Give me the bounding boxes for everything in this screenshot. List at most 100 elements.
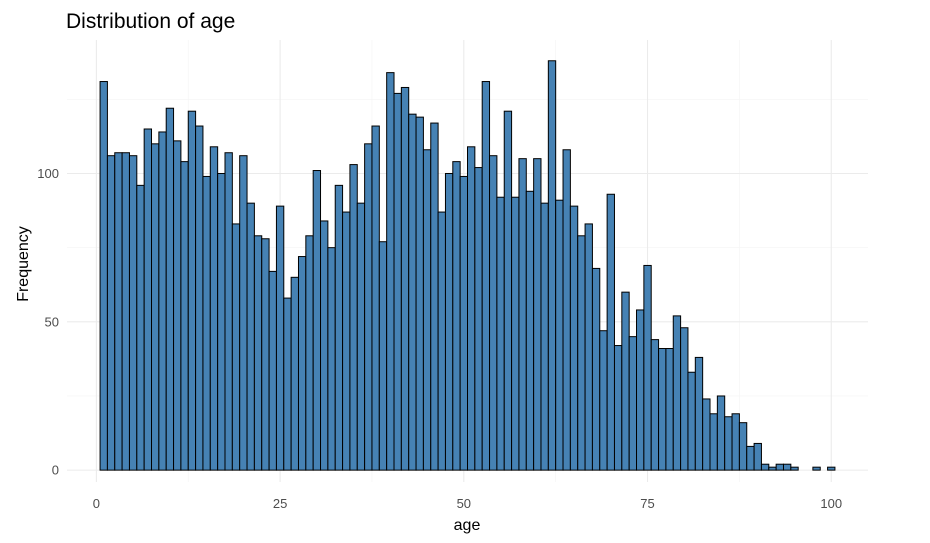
histogram-bar bbox=[533, 158, 542, 471]
histogram-bar bbox=[437, 211, 446, 471]
y-axis-title: Frequency bbox=[15, 226, 32, 302]
x-axis-title: age bbox=[454, 517, 481, 534]
x-tick-label: 50 bbox=[457, 496, 471, 511]
histogram-bar bbox=[753, 442, 762, 471]
histogram-bar bbox=[371, 125, 380, 471]
histogram-bar bbox=[584, 223, 593, 471]
histogram-bar bbox=[599, 330, 608, 471]
histogram-bar bbox=[297, 256, 307, 471]
histogram-bar bbox=[665, 348, 674, 471]
histogram-bar bbox=[246, 202, 255, 471]
histogram-bar bbox=[393, 92, 402, 471]
histogram-bar bbox=[591, 267, 601, 471]
histogram-bar bbox=[187, 110, 197, 471]
histogram-bar bbox=[680, 327, 689, 471]
histogram-bar bbox=[283, 297, 292, 471]
histogram-bar bbox=[672, 315, 682, 471]
histogram-bar bbox=[158, 131, 167, 471]
histogram-bar bbox=[724, 416, 733, 471]
histogram-bar bbox=[349, 164, 358, 471]
histogram-bar bbox=[511, 196, 520, 471]
histogram-bar bbox=[290, 276, 299, 471]
histogram-bar bbox=[444, 172, 454, 471]
histogram-bar bbox=[459, 175, 468, 471]
histogram-bar bbox=[173, 140, 182, 471]
histogram-bar bbox=[606, 193, 615, 471]
histogram-bar bbox=[165, 107, 175, 471]
histogram-bar bbox=[209, 146, 219, 471]
histogram-bar bbox=[253, 235, 263, 471]
histogram-bar bbox=[422, 149, 432, 471]
histogram-bar bbox=[305, 235, 314, 471]
y-tick-label: 0 bbox=[52, 463, 59, 478]
histogram-bar bbox=[467, 146, 476, 471]
y-tick-label: 100 bbox=[37, 166, 59, 181]
histogram-bar bbox=[143, 128, 153, 471]
histogram-bar bbox=[694, 356, 704, 471]
histogram-bar bbox=[312, 170, 322, 471]
histogram-bar bbox=[790, 466, 799, 471]
histogram-bar bbox=[812, 466, 821, 471]
histogram-bar bbox=[106, 155, 116, 471]
y-tick-labels: 0 50 100 bbox=[37, 166, 59, 478]
histogram-bar bbox=[136, 184, 145, 471]
histogram-bar bbox=[415, 116, 424, 471]
histogram-bar bbox=[430, 122, 439, 471]
x-tick-label: 75 bbox=[640, 496, 654, 511]
histogram-bar bbox=[569, 205, 579, 471]
histogram-bar bbox=[827, 466, 836, 471]
histogram-bar bbox=[320, 220, 329, 471]
histogram-bar bbox=[231, 223, 241, 471]
histogram-bar bbox=[731, 413, 740, 471]
histogram-bar bbox=[275, 205, 285, 471]
histogram-bar bbox=[474, 167, 483, 471]
histogram-bar bbox=[555, 199, 564, 471]
histogram-bar bbox=[496, 196, 505, 471]
histogram-bar bbox=[342, 211, 351, 471]
histogram-bar bbox=[489, 155, 498, 471]
histogram-bar bbox=[577, 235, 586, 471]
histogram-bar bbox=[760, 463, 770, 471]
histogram-bar bbox=[334, 184, 344, 471]
histogram-bar bbox=[327, 247, 336, 471]
histogram-bar bbox=[518, 158, 527, 471]
histogram-bar bbox=[775, 463, 784, 471]
histogram-bar bbox=[239, 155, 248, 471]
bars bbox=[99, 60, 836, 471]
histogram-bar bbox=[621, 291, 630, 471]
histogram-bar bbox=[636, 309, 645, 471]
histogram-bar bbox=[562, 149, 571, 471]
histogram-bar bbox=[687, 371, 696, 471]
histogram-bar bbox=[268, 270, 277, 471]
histogram-bar bbox=[628, 336, 638, 471]
histogram-bar bbox=[400, 86, 410, 471]
histogram-bar bbox=[128, 155, 138, 471]
chart-title: Distribution of age bbox=[66, 10, 235, 33]
histogram-bar bbox=[643, 264, 652, 471]
x-tick-labels: 0 25 50 75 100 bbox=[93, 496, 842, 511]
y-tick-label: 50 bbox=[45, 314, 59, 329]
histogram-bar bbox=[261, 238, 270, 471]
histogram-bar bbox=[364, 143, 373, 471]
histogram-bar bbox=[709, 413, 718, 471]
histogram-bar bbox=[180, 161, 189, 471]
histogram-bar bbox=[658, 348, 667, 471]
x-tick-label: 100 bbox=[820, 496, 842, 511]
histogram-bar bbox=[768, 466, 777, 471]
histogram-bar bbox=[782, 463, 792, 471]
histogram-bar bbox=[503, 110, 513, 471]
x-tick-label: 0 bbox=[93, 496, 100, 511]
histogram-bar bbox=[746, 445, 755, 471]
histogram-bar bbox=[202, 175, 211, 471]
histogram-bar bbox=[650, 339, 660, 471]
histogram-bar bbox=[114, 152, 123, 471]
histogram-bar bbox=[224, 152, 233, 471]
histogram-bar bbox=[738, 422, 748, 471]
histogram-bar bbox=[356, 202, 366, 471]
histogram-bar bbox=[452, 161, 461, 471]
histogram-bar bbox=[525, 190, 535, 471]
histogram-bar bbox=[217, 172, 226, 471]
histogram-bar bbox=[613, 345, 623, 471]
histogram-bar bbox=[540, 202, 549, 471]
